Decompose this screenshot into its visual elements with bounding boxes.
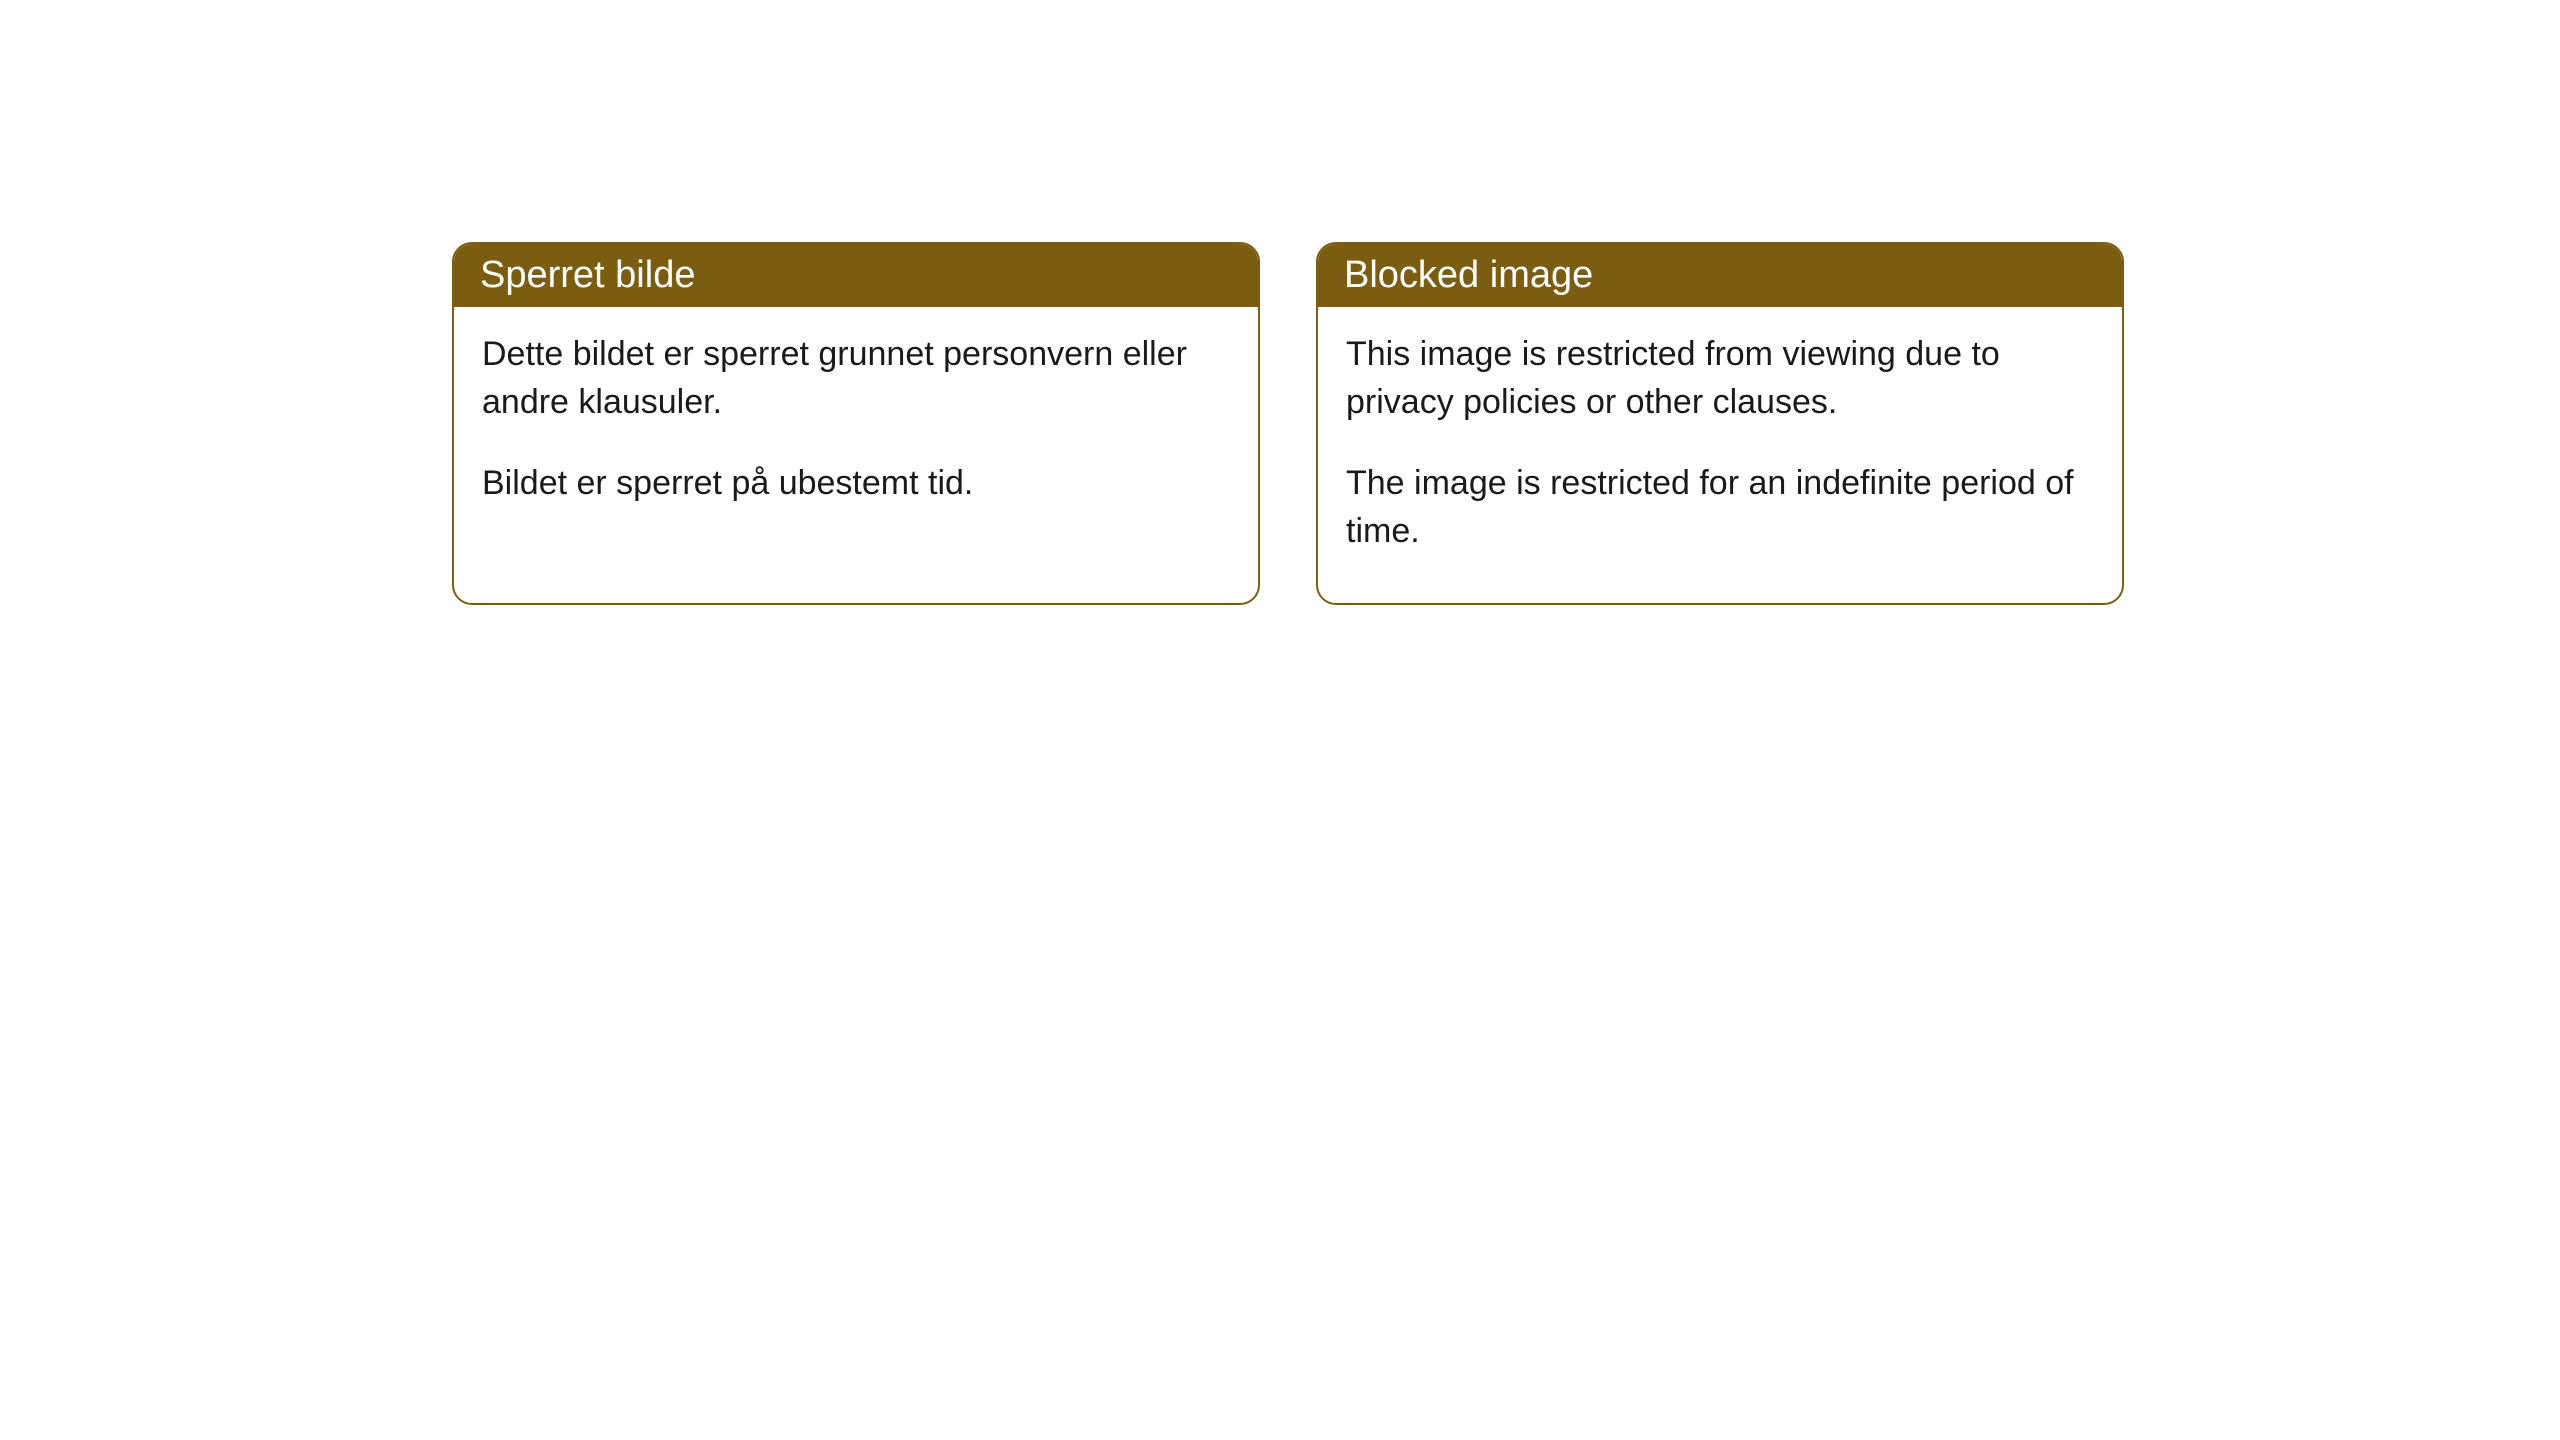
notice-paragraph: The image is restricted for an indefinit…	[1346, 460, 2094, 555]
notice-container: Sperret bilde Dette bildet er sperret gr…	[0, 0, 2560, 605]
notice-title: Blocked image	[1344, 254, 1593, 296]
notice-header: Blocked image	[1318, 244, 2122, 307]
notice-header: Sperret bilde	[454, 244, 1258, 307]
notice-card-norwegian: Sperret bilde Dette bildet er sperret gr…	[452, 242, 1260, 605]
notice-body: Dette bildet er sperret grunnet personve…	[454, 307, 1258, 556]
notice-paragraph: Bildet er sperret på ubestemt tid.	[482, 460, 1230, 508]
notice-body: This image is restricted from viewing du…	[1318, 307, 2122, 603]
notice-paragraph: Dette bildet er sperret grunnet personve…	[482, 331, 1230, 426]
notice-title: Sperret bilde	[480, 254, 695, 296]
notice-paragraph: This image is restricted from viewing du…	[1346, 331, 2094, 426]
notice-card-english: Blocked image This image is restricted f…	[1316, 242, 2124, 605]
